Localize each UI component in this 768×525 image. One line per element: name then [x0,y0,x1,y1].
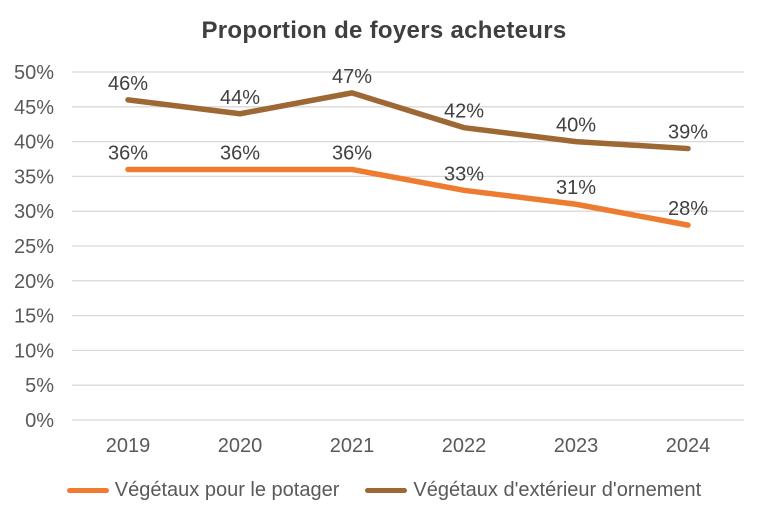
x-tick-label: 2024 [666,435,711,457]
x-tick-label: 2023 [554,435,599,457]
legend-line-swatch-ornement [365,487,408,493]
y-tick-label: 30% [14,201,54,223]
data-label: 28% [668,198,708,220]
data-label: 44% [220,87,260,109]
legend-item-potager: Végétaux pour le potager [66,478,340,502]
data-label: 31% [556,177,596,199]
x-tick-label: 2019 [106,435,151,457]
series-line-ornement [125,90,691,152]
y-tick-label: 50% [14,62,54,84]
y-tick-label: 5% [25,375,54,397]
data-label: 40% [556,115,596,137]
x-tick-label: 2021 [330,435,375,457]
data-label: 36% [220,142,260,164]
x-tick-label: 2022 [442,435,487,457]
legend-label-potager: Végétaux pour le potager [114,478,340,501]
legend-line-swatch-potager [66,487,109,493]
chart-legend: Végétaux pour le potager Végétaux d'exté… [0,476,768,504]
y-tick-label: 10% [14,340,54,362]
y-tick-label: 15% [14,306,54,328]
legend-item-ornement: Végétaux d'extérieur d'ornement [365,479,701,502]
legend-label-ornement: Végétaux d'extérieur d'ornement [413,478,702,501]
data-label: 42% [444,101,484,123]
data-label: 47% [332,66,372,88]
data-label: 46% [108,73,148,95]
data-label: 36% [108,142,148,164]
data-label: 36% [332,142,372,164]
y-tick-label: 40% [14,132,54,154]
data-label: 33% [444,163,484,185]
y-tick-label: 35% [14,166,54,188]
y-tick-label: 0% [25,410,54,432]
chart-title: Proportion de foyers acheteurs [201,17,567,44]
y-tick-label: 45% [14,97,54,119]
y-tick-label: 25% [14,236,54,258]
y-tick-label: 20% [14,271,54,293]
x-tick-label: 2020 [218,435,263,457]
data-label: 39% [668,122,708,144]
series-line-potager [125,166,691,228]
